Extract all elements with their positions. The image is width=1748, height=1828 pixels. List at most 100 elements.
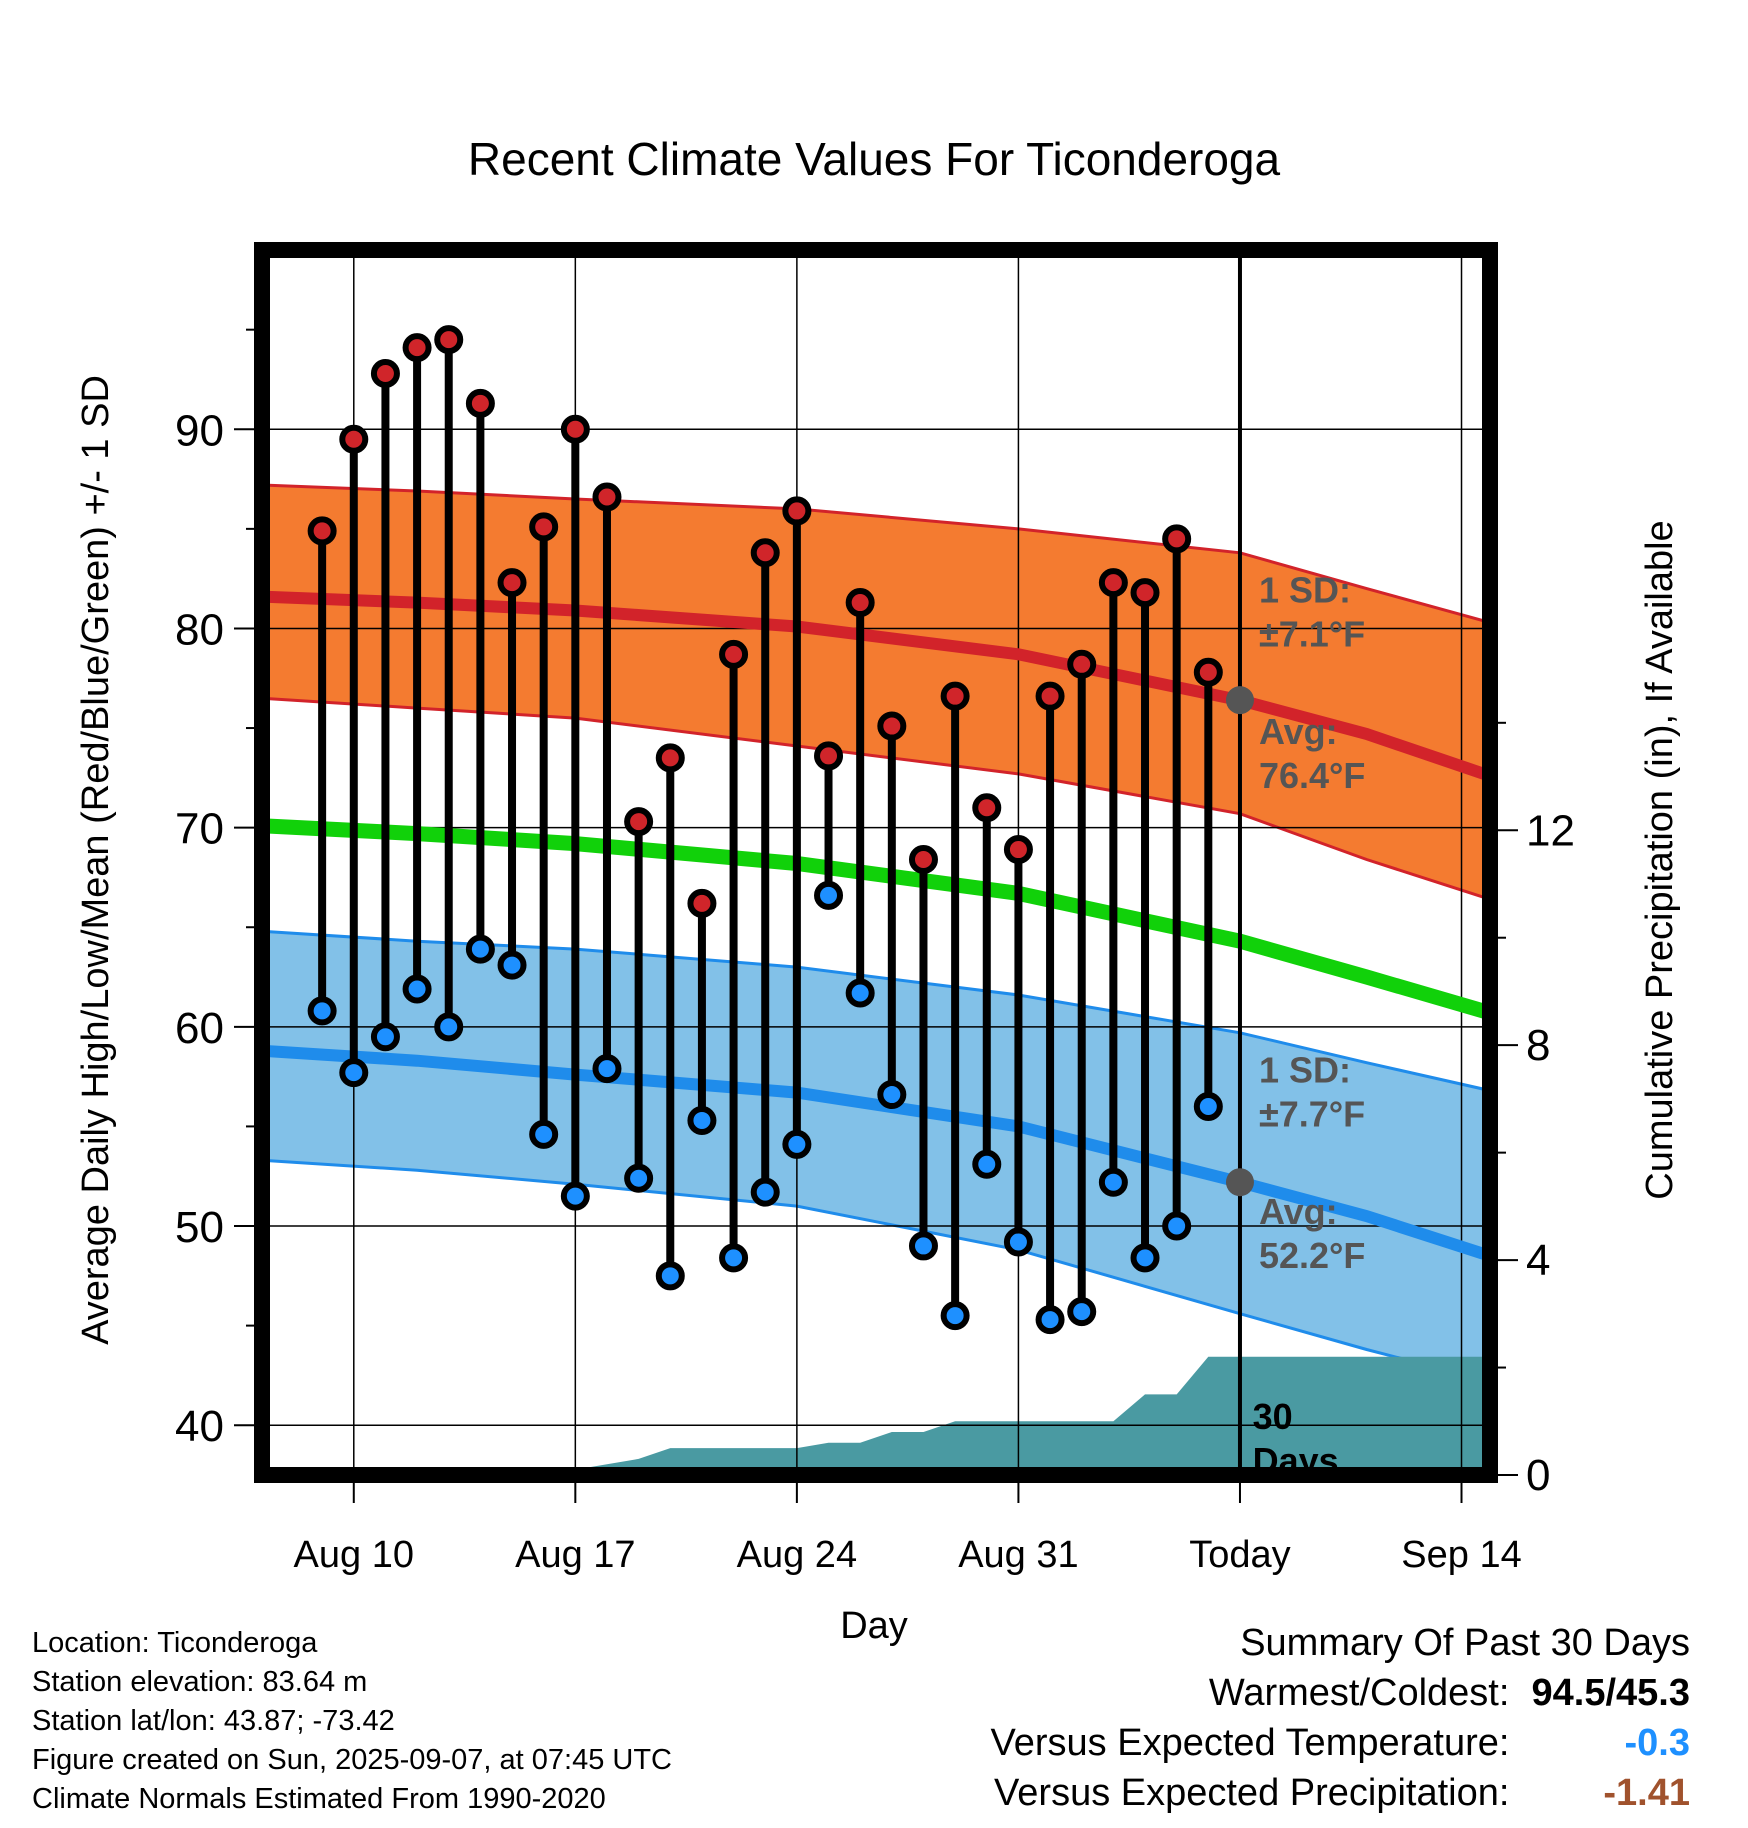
- info-location: Location: Ticonderoga: [32, 1627, 318, 1659]
- warmest-coldest-value: 94.5/45.3: [1531, 1672, 1690, 1714]
- daily-low-point: [908, 1231, 938, 1261]
- daily-low-point: [1098, 1167, 1128, 1197]
- daily-high-point: [592, 482, 622, 512]
- daily-high-point: [750, 538, 780, 568]
- annotation-line2: 76.4°F: [1259, 755, 1365, 796]
- summary-temperature: Versus Expected Temperature: -0.3: [991, 1722, 1690, 1765]
- daily-high-point: [1098, 568, 1128, 598]
- daily-high-point: [908, 845, 938, 875]
- daily-high-point: [497, 568, 527, 598]
- daily-low-point: [592, 1054, 622, 1084]
- daily-low-point: [655, 1261, 685, 1291]
- x-tick-label: Today: [1189, 1534, 1290, 1576]
- daily-high-point: [1193, 657, 1223, 687]
- x-tick-label: Aug 17: [515, 1534, 635, 1576]
- chart-title: Recent Climate Values For Ticonderoga: [468, 133, 1281, 185]
- daily-low-point: [465, 934, 495, 964]
- daily-low-point: [782, 1129, 812, 1159]
- daily-high-point: [1035, 681, 1065, 711]
- daily-high-point: [560, 414, 590, 444]
- y-tick-label: 60: [175, 1004, 224, 1053]
- daily-high-point: [370, 358, 400, 388]
- daily-low-point: [1035, 1305, 1065, 1335]
- normal-low-line: [262, 1044, 1490, 1262]
- daily-low-point: [972, 1149, 1002, 1179]
- y-tick-label: 80: [175, 605, 224, 654]
- daily-low-point: [402, 974, 432, 1004]
- daily-low-point: [1067, 1297, 1097, 1327]
- warmest-coldest-label: Warmest/Coldest:: [1208, 1672, 1510, 1714]
- daily-high-point: [655, 743, 685, 773]
- daily-high-point: [719, 639, 749, 669]
- annotation-line1: Avg:: [1259, 1191, 1338, 1232]
- daily-high-point: [1003, 835, 1033, 865]
- today-high-normal-marker: [1225, 686, 1254, 715]
- daily-low-point: [1162, 1211, 1192, 1241]
- x-tick-label: Sep 14: [1401, 1534, 1521, 1576]
- y2-axis-title: Cumulative Precipitation (in), If Availa…: [1639, 520, 1681, 1199]
- low-sd-band: [262, 929, 1490, 1383]
- annotation-line2: 52.2°F: [1259, 1235, 1365, 1276]
- daily-low-point: [719, 1243, 749, 1273]
- daily-high-point: [465, 388, 495, 418]
- daily-high-point: [814, 741, 844, 771]
- x-tick-label: Aug 24: [737, 1534, 857, 1576]
- annotation-line2: ±7.1°F: [1259, 614, 1365, 655]
- daily-high-point: [529, 512, 559, 542]
- y-tick-label: 70: [175, 805, 224, 854]
- daily-high-point: [624, 807, 654, 837]
- high-sd-band: [262, 483, 1490, 901]
- y-tick-label: 90: [175, 406, 224, 455]
- temperature-departure-value: -0.3: [1624, 1722, 1690, 1764]
- annotation-line1: 1 SD:: [1259, 570, 1351, 611]
- summary-title: Summary Of Past 30 Days: [1240, 1622, 1690, 1664]
- daily-high-point: [687, 888, 717, 918]
- daily-low-point: [529, 1119, 559, 1149]
- daily-low-point: [814, 880, 844, 910]
- plot-frame: [254, 242, 1498, 1483]
- today-low-normal-marker: [1225, 1168, 1254, 1197]
- plot-area: [0, 250, 1490, 1475]
- annotation-line2: ±7.7°F: [1259, 1094, 1365, 1135]
- daily-high-point: [0, 752, 12, 775]
- precipitation-departure-value: -1.41: [1603, 1772, 1690, 1814]
- daily-high-point: [434, 325, 464, 355]
- daily-high-point: [402, 333, 432, 363]
- daily-low-point: [1193, 1092, 1223, 1122]
- daily-low-point: [845, 978, 875, 1008]
- daily-low-point: [940, 1301, 970, 1331]
- y2-tick-label: 8: [1526, 1021, 1550, 1070]
- daily-high-point: [1130, 578, 1160, 608]
- daily-low-point: [560, 1181, 590, 1211]
- annotation-line1: 30: [1253, 1396, 1293, 1437]
- daily-low-point: [750, 1177, 780, 1207]
- daily-low-point: [497, 950, 527, 980]
- daily-low-point: [370, 1022, 400, 1052]
- info-elevation: Station elevation: 83.64 m: [32, 1666, 368, 1698]
- normal-mean-line: [262, 818, 1490, 1021]
- x-tick-label: Aug 31: [958, 1534, 1078, 1576]
- info-normals: Climate Normals Estimated From 1990-2020: [32, 1783, 606, 1815]
- y-axis-title: Average Daily High/Low/Mean (Red/Blue/Gr…: [75, 375, 117, 1345]
- daily-low-point: [624, 1163, 654, 1193]
- info-created: Figure created on Sun, 2025-09-07, at 07…: [32, 1744, 672, 1776]
- daily-low-point: [877, 1080, 907, 1110]
- y2-tick-label: 4: [1526, 1236, 1550, 1285]
- y-tick-label: 50: [175, 1203, 224, 1252]
- daily-high-point: [940, 681, 970, 711]
- precipitation-departure-label: Versus Expected Precipitation:: [994, 1772, 1510, 1814]
- temperature-departure-label: Versus Expected Temperature:: [990, 1722, 1510, 1764]
- y2-tick-label: 0: [1526, 1451, 1550, 1500]
- y-tick-label: 40: [175, 1402, 224, 1451]
- daily-high-point: [877, 711, 907, 741]
- daily-high-point: [972, 793, 1002, 823]
- daily-high-point: [782, 496, 812, 526]
- x-axis-title: Day: [840, 1605, 908, 1647]
- daily-low-point: [0, 1141, 12, 1164]
- daily-low-point: [687, 1105, 717, 1135]
- daily-low-point: [339, 1058, 369, 1088]
- daily-high-point: [339, 424, 369, 454]
- annotation-line1: 1 SD:: [1259, 1050, 1351, 1091]
- precipitation-area: [262, 1356, 1490, 1475]
